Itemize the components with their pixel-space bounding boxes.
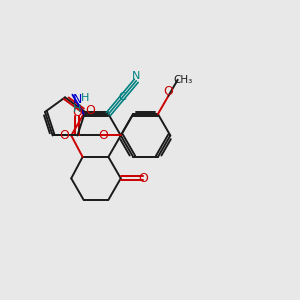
Text: CH₃: CH₃ <box>173 75 192 85</box>
Text: O: O <box>73 106 82 119</box>
Text: H: H <box>73 103 82 114</box>
Text: H: H <box>81 93 89 103</box>
Text: N: N <box>132 71 140 81</box>
Text: O: O <box>138 172 148 185</box>
Text: O: O <box>99 129 109 142</box>
Text: O: O <box>59 129 69 142</box>
Text: O: O <box>85 104 95 117</box>
Text: O: O <box>164 85 173 98</box>
Text: C: C <box>119 92 127 102</box>
Text: N: N <box>73 93 82 106</box>
